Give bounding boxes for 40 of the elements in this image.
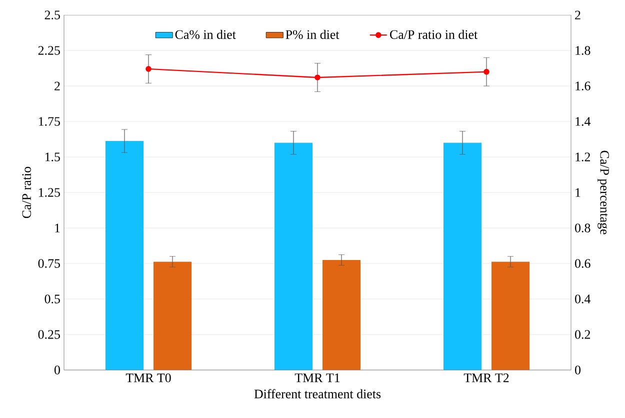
y2-tick-label: 0 [575,366,581,374]
bar [106,141,144,370]
point [484,68,490,75]
x-tick-label: TMR T1 [294,374,340,382]
x-axis-title: Different treatment diets [254,389,381,398]
y-tick-label: 1.5 [45,152,60,162]
y-tick-label: 0 [54,366,60,374]
y2-tick-label: 0.4 [575,294,591,304]
y2-tick-label: 0.8 [575,224,590,232]
bar [154,262,192,370]
y-tick-label: 2.5 [44,10,60,20]
y-tick-label: 1 [55,224,60,232]
y2-tick-label: 0.6 [575,259,590,268]
y-tick-label: 1.75 [38,117,60,126]
point [146,66,152,72]
y-axis-title: Ca/P ratio [22,166,31,218]
y-tick-label: 1.25 [38,188,60,197]
bar [492,262,530,370]
y-tick-label: 0.25 [38,330,60,339]
bar [444,142,482,370]
y-tick-label: 0.5 [44,294,60,304]
y2-tick-label: 1.6 [576,82,590,90]
y2-axis-title: Ca/P percentage [598,150,609,234]
point [314,74,320,80]
y-tick-label: 2.25 [38,46,60,55]
y2-tick-label: 0.2 [575,330,590,339]
y2-tick-label: 1 [576,188,580,197]
bar [322,260,361,370]
y2-tick-label: 2 [575,10,580,20]
y2-tick-label: 1.4 [576,117,591,126]
y2-tick-label: 1.2 [576,152,590,162]
legend-label: Ca% in diet [175,30,236,39]
bar [274,142,313,370]
y-tick-label: 0.75 [38,259,60,268]
x-tick-label: TMR T2 [464,374,509,382]
legend-label: P% in diet [286,30,340,39]
y-tick-label: 2 [54,82,60,90]
y2-tick-label: 1.8 [576,46,590,55]
legend-label: Ca/P ratio in diet [390,30,478,39]
x-tick-label: TMR T0 [126,374,171,382]
